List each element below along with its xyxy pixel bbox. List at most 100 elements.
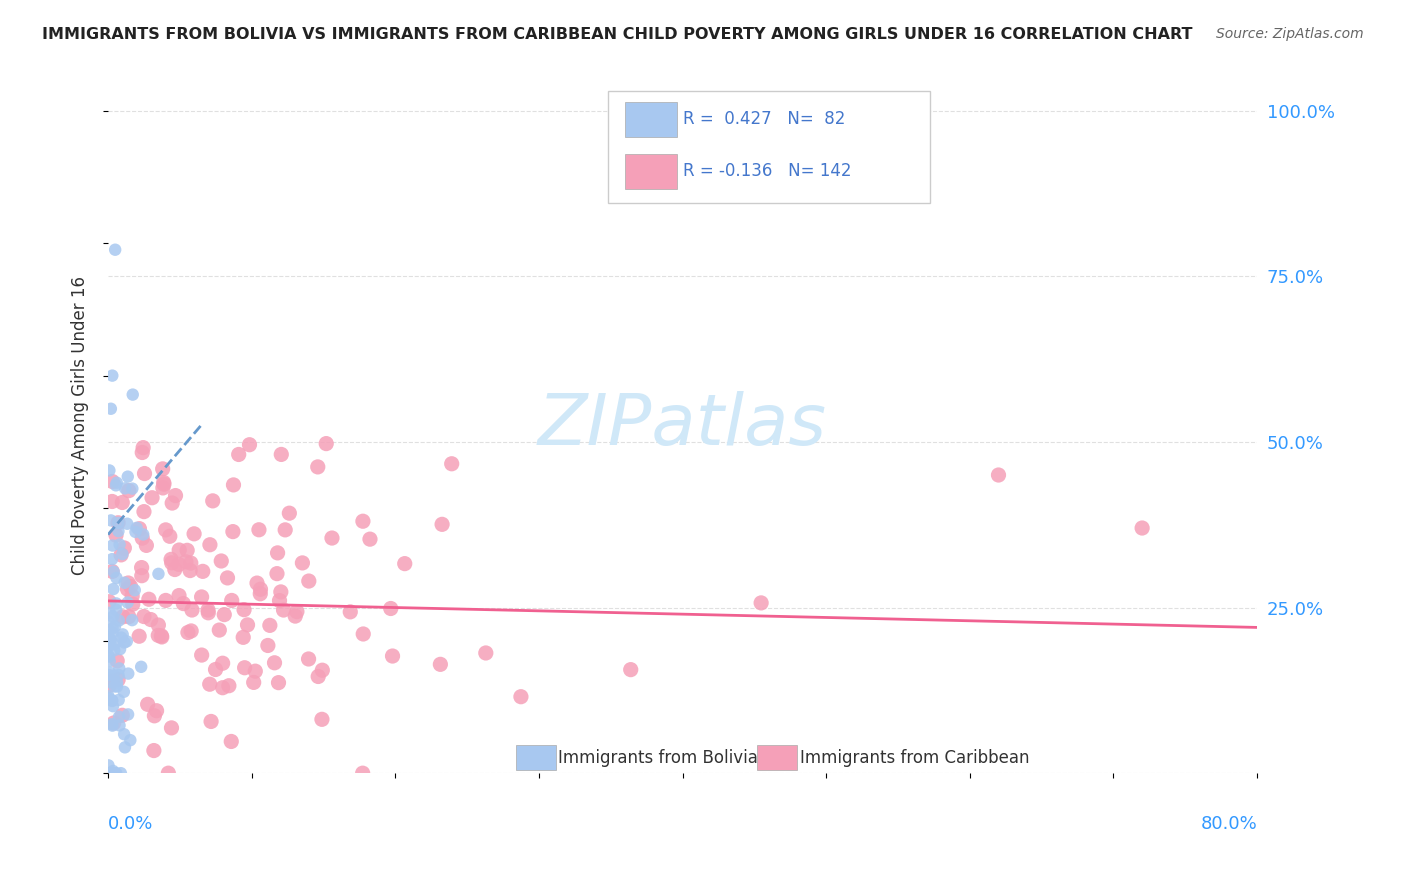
- Immigrants from Caribbean: [150, 630, 173, 644]
- FancyBboxPatch shape: [626, 154, 676, 189]
- Text: 0.0%: 0.0%: [108, 815, 153, 833]
- Immigrants from Bolivia: [105, 571, 128, 585]
- Immigrants from Caribbean: [112, 541, 135, 555]
- Immigrants from Bolivia: [101, 626, 124, 640]
- Immigrants from Caribbean: [297, 652, 319, 666]
- Immigrants from Bolivia: [115, 516, 138, 531]
- Immigrants from Caribbean: [132, 441, 155, 455]
- Immigrants from Caribbean: [139, 613, 162, 627]
- Immigrants from Caribbean: [101, 494, 124, 508]
- Immigrants from Bolivia: [103, 669, 125, 683]
- FancyBboxPatch shape: [758, 746, 797, 770]
- Immigrants from Caribbean: [381, 648, 404, 663]
- Immigrants from Bolivia: [108, 642, 131, 657]
- Immigrants from Caribbean: [163, 562, 186, 576]
- Immigrants from Caribbean: [246, 576, 269, 591]
- Immigrants from Bolivia: [104, 478, 127, 492]
- Immigrants from Bolivia: [103, 565, 125, 579]
- Immigrants from Bolivia: [97, 691, 120, 706]
- Immigrants from Caribbean: [180, 624, 202, 638]
- Immigrants from Caribbean: [208, 623, 231, 637]
- Immigrants from Bolivia: [98, 606, 121, 620]
- Immigrants from Caribbean: [177, 625, 200, 640]
- Immigrants from Bolivia: [105, 680, 128, 694]
- Immigrants from Caribbean: [429, 657, 451, 672]
- Immigrants from Bolivia: [101, 718, 124, 732]
- Immigrants from Bolivia: [101, 539, 124, 553]
- Immigrants from Bolivia: [104, 619, 127, 633]
- Immigrants from Caribbean: [211, 657, 233, 671]
- Immigrants from Bolivia: [101, 717, 124, 731]
- Immigrants from Caribbean: [380, 601, 402, 615]
- Immigrants from Caribbean: [214, 607, 236, 622]
- Immigrants from Caribbean: [352, 514, 374, 528]
- Immigrants from Caribbean: [98, 595, 121, 609]
- Immigrants from Caribbean: [153, 477, 176, 491]
- Immigrants from Caribbean: [249, 582, 271, 597]
- Immigrants from Caribbean: [131, 531, 153, 545]
- Immigrants from Bolivia: [117, 469, 139, 483]
- Immigrants from Caribbean: [219, 734, 242, 748]
- Immigrants from Caribbean: [209, 554, 232, 568]
- Immigrants from Bolivia: [105, 475, 128, 490]
- Immigrants from Caribbean: [181, 603, 204, 617]
- Immigrants from Caribbean: [160, 496, 183, 510]
- Immigrants from Caribbean: [111, 708, 134, 723]
- Immigrants from Bolivia: [114, 740, 136, 755]
- Immigrants from Caribbean: [107, 516, 129, 530]
- Immigrants from Caribbean: [440, 457, 463, 471]
- Immigrants from Caribbean: [228, 447, 250, 461]
- Immigrants from Caribbean: [105, 654, 128, 668]
- Immigrants from Bolivia: [108, 614, 131, 628]
- Immigrants from Caribbean: [117, 576, 139, 591]
- Immigrants from Caribbean: [176, 543, 198, 558]
- Immigrants from Caribbean: [152, 481, 174, 495]
- Immigrants from Caribbean: [183, 526, 205, 541]
- Text: Immigrants from Bolivia: Immigrants from Bolivia: [558, 749, 758, 767]
- Immigrants from Bolivia: [100, 401, 122, 416]
- Immigrants from Bolivia: [108, 718, 131, 732]
- Immigrants from Caribbean: [101, 475, 124, 489]
- Immigrants from Caribbean: [136, 698, 159, 712]
- Immigrants from Caribbean: [475, 646, 498, 660]
- Immigrants from Caribbean: [221, 593, 243, 607]
- Immigrants from Caribbean: [105, 528, 128, 542]
- Immigrants from Caribbean: [269, 593, 291, 607]
- Text: R =  0.427   N=  82: R = 0.427 N= 82: [682, 111, 845, 128]
- Immigrants from Caribbean: [266, 566, 288, 581]
- Immigrants from Bolivia: [97, 648, 120, 663]
- Immigrants from Bolivia: [108, 537, 131, 551]
- Immigrants from Caribbean: [198, 538, 221, 552]
- Immigrants from Caribbean: [245, 664, 267, 678]
- Immigrants from Bolivia: [114, 575, 136, 590]
- Text: R = -0.136   N= 142: R = -0.136 N= 142: [682, 162, 851, 180]
- Immigrants from Caribbean: [198, 677, 221, 691]
- Immigrants from Caribbean: [201, 494, 224, 508]
- Immigrants from Caribbean: [257, 639, 280, 653]
- Immigrants from Bolivia: [121, 387, 143, 401]
- Immigrants from Bolivia: [97, 758, 120, 772]
- Text: Source: ZipAtlas.com: Source: ZipAtlas.com: [1216, 27, 1364, 41]
- Immigrants from Caribbean: [131, 560, 153, 574]
- Immigrants from Caribbean: [148, 618, 170, 632]
- Immigrants from Bolivia: [98, 649, 121, 664]
- Immigrants from Bolivia: [101, 368, 124, 383]
- Immigrants from Caribbean: [180, 556, 202, 570]
- Immigrants from Caribbean: [291, 556, 314, 570]
- Immigrants from Bolivia: [105, 675, 128, 690]
- Immigrants from Bolivia: [120, 733, 142, 747]
- Immigrants from Bolivia: [101, 552, 124, 566]
- Immigrants from Caribbean: [160, 721, 183, 735]
- Immigrants from Caribbean: [266, 546, 288, 560]
- Immigrants from Caribbean: [155, 523, 177, 537]
- Immigrants from Bolivia: [112, 685, 135, 699]
- Immigrants from Caribbean: [236, 618, 259, 632]
- Immigrants from Bolivia: [107, 693, 129, 707]
- Immigrants from Bolivia: [97, 690, 120, 704]
- Immigrants from Caribbean: [131, 445, 153, 459]
- Immigrants from Caribbean: [298, 574, 321, 588]
- Immigrants from Caribbean: [197, 606, 219, 620]
- Immigrants from Caribbean: [150, 629, 173, 643]
- Immigrants from Caribbean: [134, 467, 156, 481]
- Immigrants from Bolivia: [114, 481, 136, 495]
